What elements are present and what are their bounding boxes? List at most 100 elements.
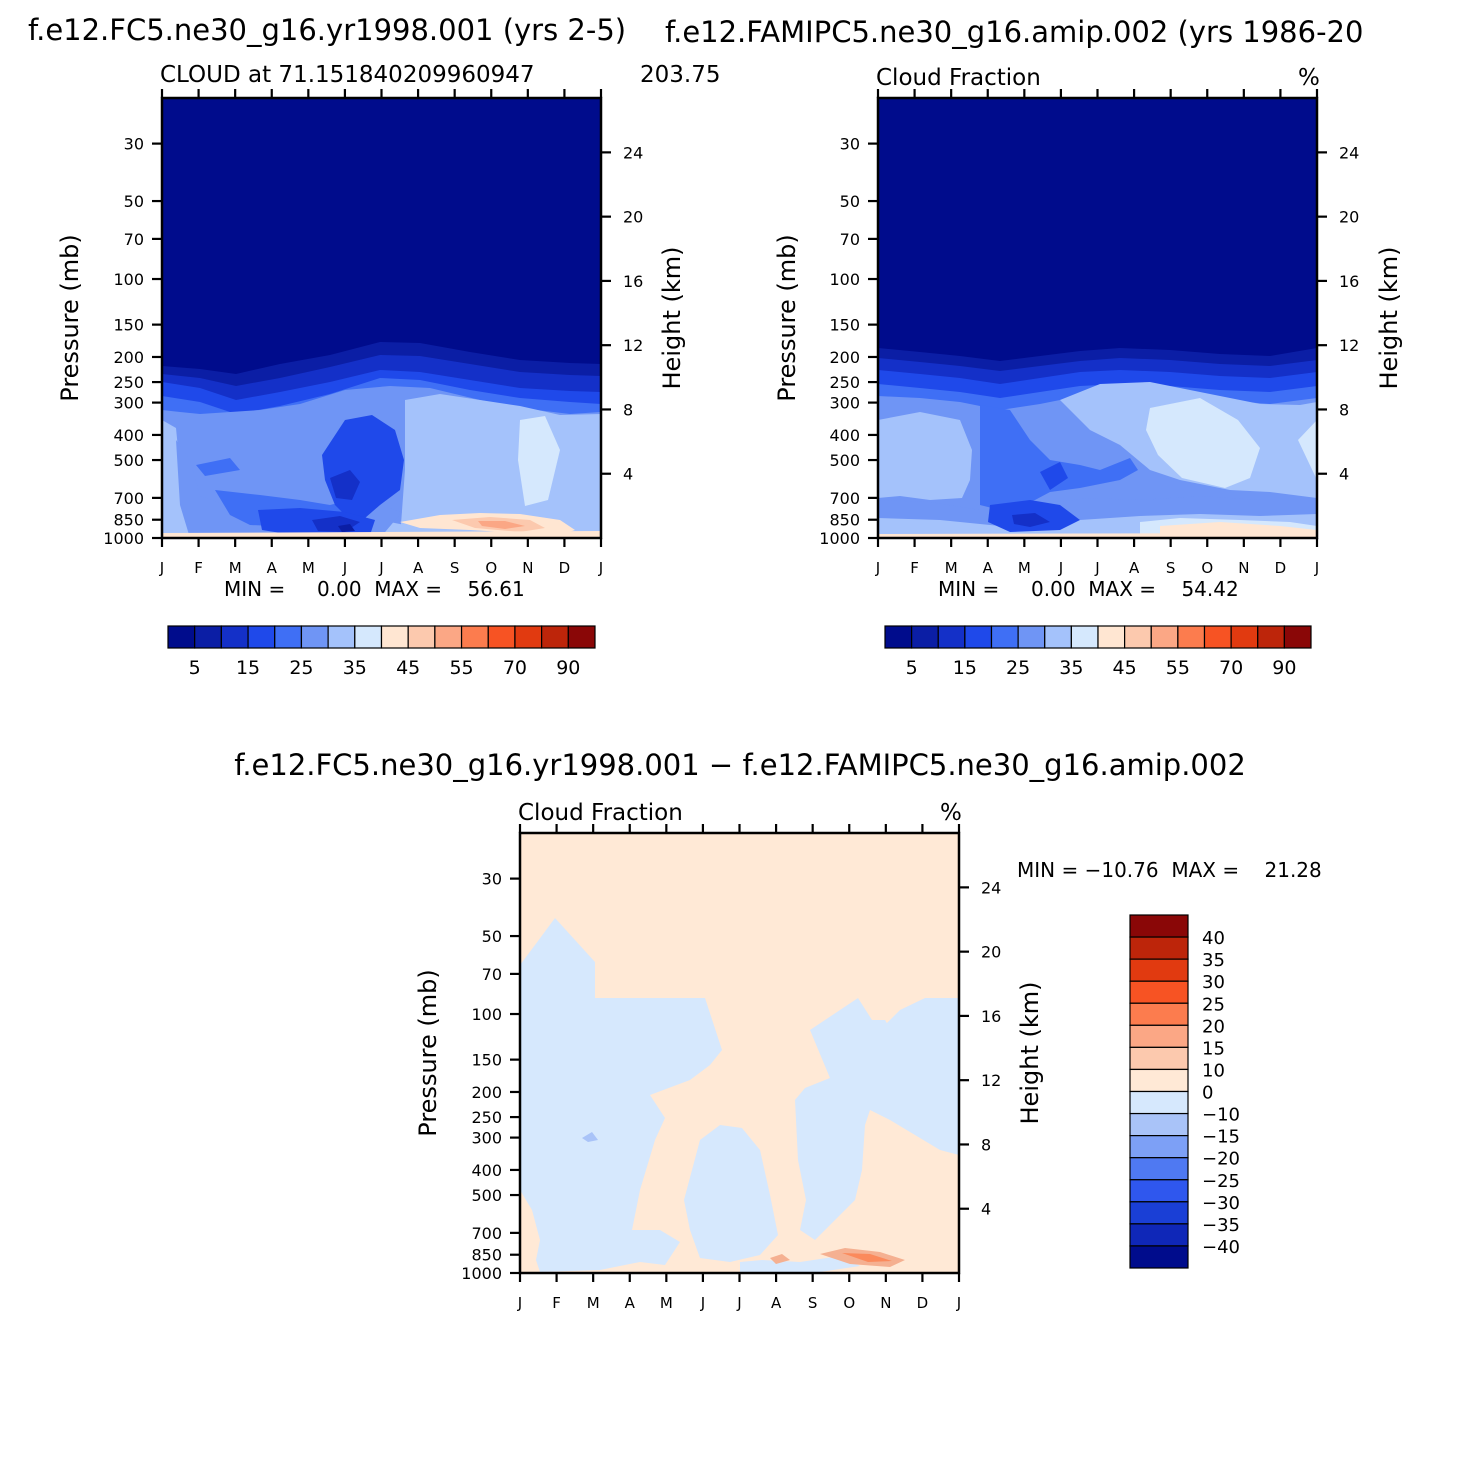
colorbar-box	[1129, 1157, 1189, 1181]
y-tick-label: 700	[829, 489, 860, 508]
y-tick-label: 250	[113, 373, 144, 392]
y-tick-label: 850	[113, 511, 144, 530]
y-tick-label: 100	[113, 270, 144, 289]
colorbar-label: 15	[953, 657, 977, 679]
panel-obs-field	[878, 98, 1317, 538]
panel-diff-field	[520, 833, 959, 1273]
y-tick-label: 300	[829, 394, 860, 413]
panel-model-y2-axis: 24 20 16 12 8 4	[623, 143, 643, 483]
field-neg-3	[795, 998, 959, 1240]
panel-diff-colorbar	[1129, 914, 1189, 1269]
colorbar-box	[460, 625, 489, 649]
panel-diff-header: f.e12.FC5.ne30_g16.yr1998.001 − f.e12.FA…	[234, 748, 1246, 782]
y-tick-label: 400	[829, 426, 860, 445]
colorbar-box	[1177, 625, 1206, 649]
colorbar-label: 45	[396, 657, 420, 679]
colorbar-box	[937, 625, 966, 649]
y-tick-label: 70	[482, 965, 502, 984]
colorbar-label: 25	[289, 657, 313, 679]
colorbar-box	[1129, 1201, 1189, 1225]
y-tick-label: 100	[471, 1005, 502, 1024]
panel-diff-left-title: Cloud Fraction	[518, 800, 683, 826]
x-tick-label: J	[342, 559, 347, 577]
y2-tick-label: 16	[623, 272, 643, 291]
x-tick-label: M	[945, 559, 958, 577]
panel-model-y-axis: 30 50 70 100 150 200 250 300 400 500 700…	[103, 135, 144, 548]
y2-tick-label: 24	[623, 143, 643, 162]
colorbar-box	[1150, 625, 1179, 649]
colorbar-label: 25	[1006, 657, 1030, 679]
x-tick-label: A	[413, 559, 424, 577]
x-tick-label: J	[875, 559, 880, 577]
x-tick-label: F	[552, 1294, 561, 1312]
panel-model-y2label: Height (km)	[658, 247, 686, 390]
colorbar-box	[1129, 1135, 1189, 1159]
x-tick-label: M	[660, 1294, 673, 1312]
field-blob-3	[1146, 398, 1260, 488]
panel-model-left-title: CLOUD at 71.151840209960947	[160, 62, 535, 88]
panel-obs-minmax: MIN = 0.00 MAX = 54.42	[938, 577, 1239, 601]
x-tick-label: J	[956, 1294, 961, 1312]
y-tick-label: 700	[471, 1224, 502, 1243]
colorbar-box	[1129, 1024, 1189, 1048]
colorbar-box	[541, 625, 569, 649]
y2-tick-label: 8	[981, 1135, 991, 1154]
field-pos10	[770, 1248, 905, 1267]
panel-model-minmax: MIN = 0.00 MAX = 56.61	[224, 577, 525, 601]
colorbar-label: 70	[1219, 657, 1243, 679]
x-tick-label: D	[1275, 559, 1287, 577]
x-tick-label: O	[843, 1294, 855, 1312]
x-tick-label: J	[1314, 559, 1319, 577]
colorbar-label: 35	[343, 657, 367, 679]
field-blob-6	[312, 470, 360, 532]
colorbar-box	[167, 625, 196, 649]
y2-tick-label: 12	[1339, 336, 1359, 355]
panel-diff-ylabel: Pressure (mb)	[414, 969, 442, 1136]
y2-tick-label: 20	[981, 943, 1001, 962]
y-tick-label: 700	[113, 489, 144, 508]
panel-obs-y-axis: 30 50 70 100 150 200 250 300 400 500 700…	[819, 135, 860, 548]
x-tick-label: N	[1238, 559, 1249, 577]
panel-obs-header: f.e12.FAMIPC5.ne30_g16.amip.002 (yrs 198…	[665, 15, 1363, 49]
colorbar-label: 25	[1202, 994, 1225, 1015]
y2-tick-label: 24	[1339, 143, 1359, 162]
panel-model-header: f.e12.FC5.ne30_g16.yr1998.001 (yrs 2-5)	[28, 13, 626, 47]
x-tick-label: J	[700, 1294, 705, 1312]
y-tick-label: 200	[829, 348, 860, 367]
colorbar-label: 55	[1166, 657, 1190, 679]
colorbar-label: 0	[1202, 1083, 1213, 1104]
y-tick-label: 400	[113, 426, 144, 445]
y-tick-label: 250	[829, 373, 860, 392]
colorbar-label: −20	[1202, 1149, 1240, 1170]
colorbar-box	[300, 625, 329, 649]
panel-diff-y2label: Height (km)	[1016, 982, 1044, 1125]
field-neg15	[582, 1132, 598, 1142]
colorbar-box	[1257, 625, 1285, 649]
x-tick-label: J	[736, 1294, 741, 1312]
colorbar-label: 70	[503, 657, 527, 679]
colorbar-box	[220, 625, 249, 649]
y-tick-label: 200	[113, 348, 144, 367]
y-tick-label: 100	[829, 270, 860, 289]
y2-tick-label: 8	[623, 400, 633, 419]
x-tick-label: J	[1094, 559, 1099, 577]
y-tick-label: 150	[471, 1051, 502, 1070]
x-tick-label: F	[910, 559, 919, 577]
colorbar-box	[1283, 625, 1312, 649]
colorbar-label: 55	[449, 657, 473, 679]
colorbar-box	[487, 625, 516, 649]
panel-model: f.e12.FC5.ne30_g16.yr1998.001 (yrs 2-5) …	[28, 13, 720, 679]
field-blob-6	[1040, 462, 1068, 490]
panel-diff-minmax: MIN = −10.76 MAX = 21.28	[1017, 858, 1322, 882]
y-tick-label: 850	[829, 511, 860, 530]
colorbar-box	[1129, 914, 1189, 938]
y2-tick-label: 20	[1339, 208, 1359, 227]
colorbar-label: −10	[1202, 1105, 1240, 1126]
panel-2-ticks	[510, 824, 969, 1282]
panel-model-x-axis: J F M A M J J A S O N D J	[159, 559, 603, 577]
x-tick-label: A	[771, 1294, 782, 1312]
panel-0-ticks	[152, 89, 611, 547]
panel-diff-colorbar-labels: 40 35 30 25 20 15 10 0 −10 −15 −20 −25 −…	[1202, 928, 1240, 1258]
panel-model-right-title: 203.75	[640, 62, 720, 88]
colorbar-label: −30	[1202, 1193, 1240, 1214]
